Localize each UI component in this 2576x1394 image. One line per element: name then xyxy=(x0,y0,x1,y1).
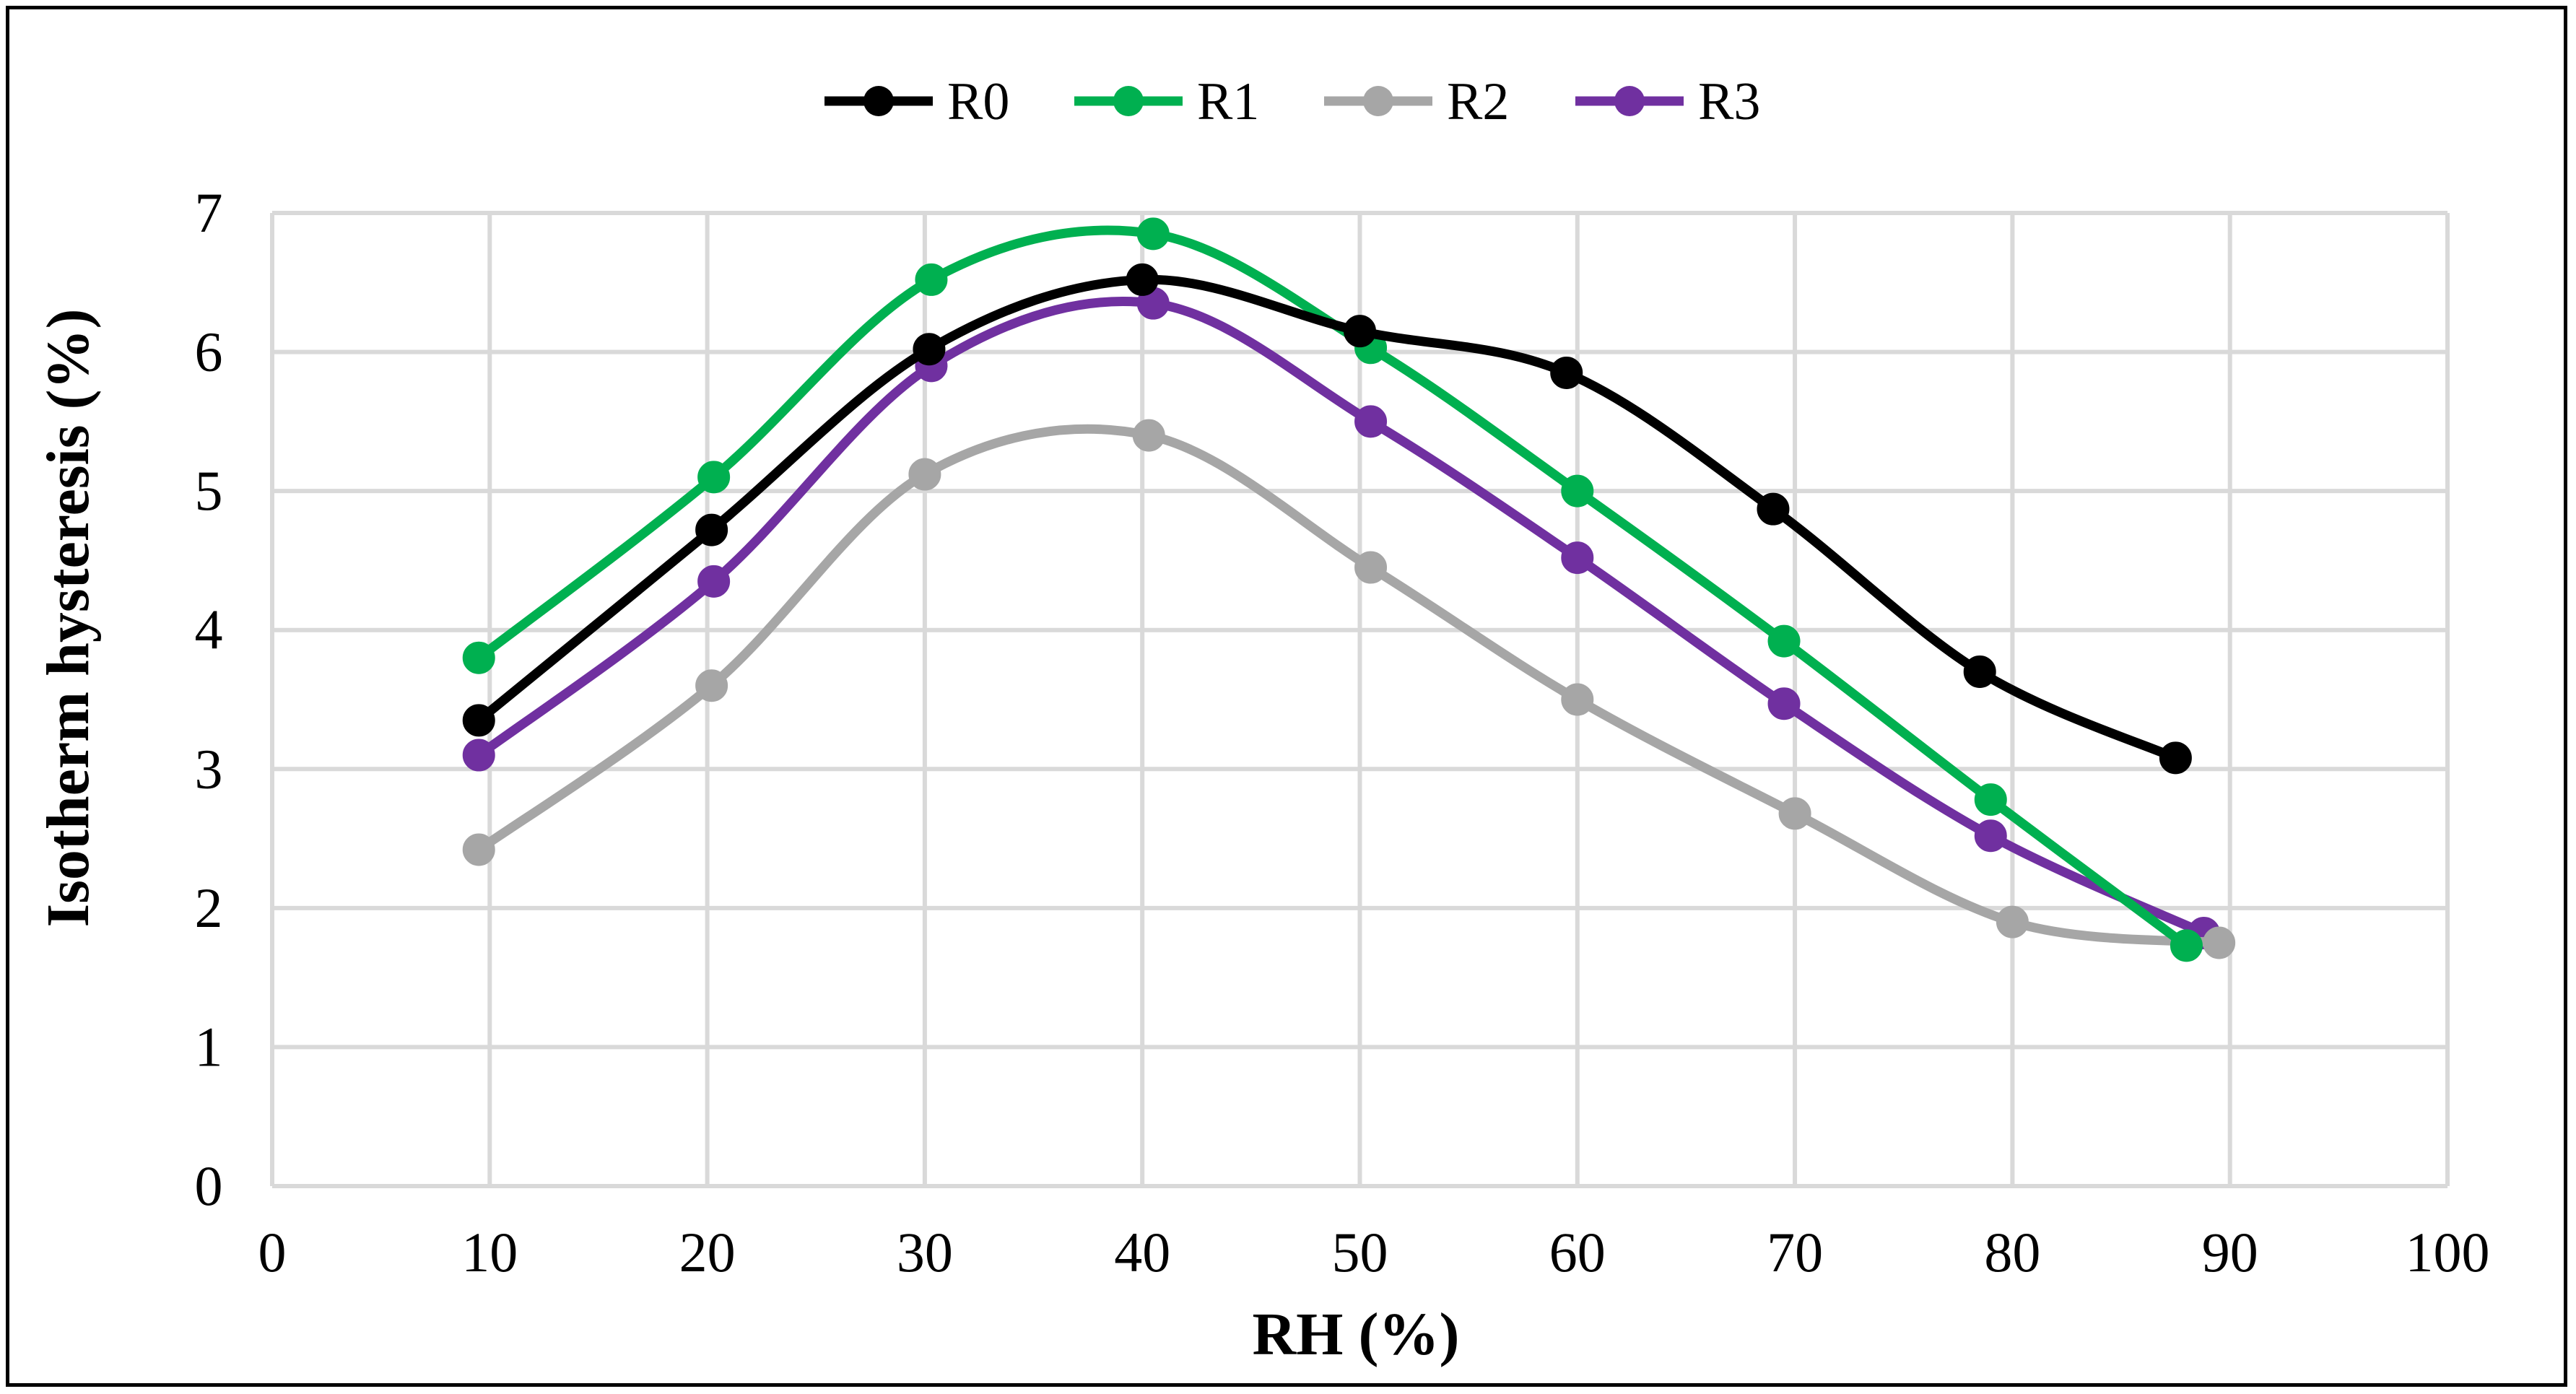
x-tick-label-10: 10 xyxy=(461,1221,518,1284)
y-tick-label-5: 5 xyxy=(195,459,223,522)
y-tick-label-4: 4 xyxy=(195,598,223,661)
data-point-r0-3 xyxy=(1126,263,1159,296)
y-tick-label-3: 3 xyxy=(195,737,223,800)
data-point-r2-7 xyxy=(1996,905,2029,938)
data-point-r3-0 xyxy=(462,739,495,772)
legend-item-r3: R3 xyxy=(1575,72,1760,131)
y-tick-label-0: 0 xyxy=(195,1154,223,1217)
series-lines xyxy=(462,217,2236,962)
data-point-r3-1 xyxy=(697,565,731,598)
legend-item-r2: R2 xyxy=(1324,72,1509,131)
data-point-r3-5 xyxy=(1561,541,1594,575)
x-tick-label-60: 60 xyxy=(1549,1221,1606,1284)
y-tick-label-6: 6 xyxy=(195,321,223,383)
data-point-r2-0 xyxy=(462,833,495,866)
legend-label-r2: R2 xyxy=(1447,72,1509,131)
x-tick-label-0: 0 xyxy=(258,1221,287,1284)
data-point-r2-5 xyxy=(1561,683,1594,716)
data-point-r1-2 xyxy=(915,263,948,296)
series-r2 xyxy=(462,419,2236,959)
chart-frame xyxy=(6,6,2567,1387)
series-r3 xyxy=(462,287,2221,950)
x-tick-label-40: 40 xyxy=(1114,1221,1170,1284)
data-point-r1-7 xyxy=(1974,783,2007,816)
data-point-r1-1 xyxy=(697,461,731,494)
y-tick-label-2: 2 xyxy=(195,876,223,939)
y-axis-title: Isotherm hysteresis (%) xyxy=(35,309,102,928)
y-axis-ticks: 0 1 2 3 4 5 6 7 xyxy=(195,181,223,1217)
data-point-r0-4 xyxy=(1344,315,1376,348)
x-tick-label-90: 90 xyxy=(2202,1221,2258,1284)
data-point-r2-2 xyxy=(908,458,941,491)
data-point-r2-1 xyxy=(695,669,728,702)
data-point-r0-5 xyxy=(1550,356,1583,389)
data-point-r1-5 xyxy=(1561,474,1594,507)
data-point-r3-4 xyxy=(1354,405,1388,438)
legend-marker-r2 xyxy=(1363,86,1393,116)
x-tick-label-70: 70 xyxy=(1767,1221,1823,1284)
data-point-r2-8 xyxy=(2203,926,2236,959)
legend: R0 R1 R2 R3 xyxy=(824,72,1760,131)
data-point-r2-6 xyxy=(1778,797,1811,830)
data-point-r0-0 xyxy=(462,704,495,737)
y-tick-label-1: 1 xyxy=(195,1015,223,1078)
series-line-r2 xyxy=(474,424,2224,948)
legend-item-r1: R1 xyxy=(1074,72,1259,131)
x-tick-label-20: 20 xyxy=(679,1221,736,1284)
data-point-r2-3 xyxy=(1132,419,1165,452)
data-point-r1-0 xyxy=(462,641,495,674)
x-tick-label-100: 100 xyxy=(2406,1221,2490,1284)
data-point-r3-7 xyxy=(1974,819,2007,853)
legend-marker-r0 xyxy=(863,86,894,116)
data-point-r0-8 xyxy=(2159,741,2192,775)
legend-marker-r3 xyxy=(1614,86,1645,116)
data-point-r0-6 xyxy=(1757,492,1790,526)
legend-label-r1: R1 xyxy=(1197,72,1259,131)
x-axis-title: RH (%) xyxy=(1253,1301,1460,1368)
series-line-r3 xyxy=(474,297,2209,938)
data-point-r0-7 xyxy=(1963,655,1996,688)
data-point-r0-2 xyxy=(913,333,946,366)
legend-label-r3: R3 xyxy=(1698,72,1760,131)
legend-item-r0: R0 xyxy=(824,72,1009,131)
x-axis-ticks: 0 10 20 30 40 50 60 70 80 90 100 xyxy=(258,1221,2490,1284)
x-tick-label-50: 50 xyxy=(1332,1221,1388,1284)
data-point-r2-4 xyxy=(1354,551,1388,584)
data-point-r1-6 xyxy=(1767,624,1801,658)
x-tick-label-30: 30 xyxy=(897,1221,953,1284)
x-tick-label-80: 80 xyxy=(1984,1221,2040,1284)
data-point-r3-6 xyxy=(1767,687,1801,720)
y-tick-label-7: 7 xyxy=(195,181,223,244)
data-point-r0-1 xyxy=(695,513,728,546)
data-point-r1-8 xyxy=(2170,929,2203,962)
series-r0 xyxy=(462,263,2192,775)
legend-marker-r1 xyxy=(1113,86,1144,116)
legend-label-r0: R0 xyxy=(947,72,1009,131)
series-line-r1 xyxy=(474,225,2191,951)
data-point-r1-3 xyxy=(1136,217,1170,251)
